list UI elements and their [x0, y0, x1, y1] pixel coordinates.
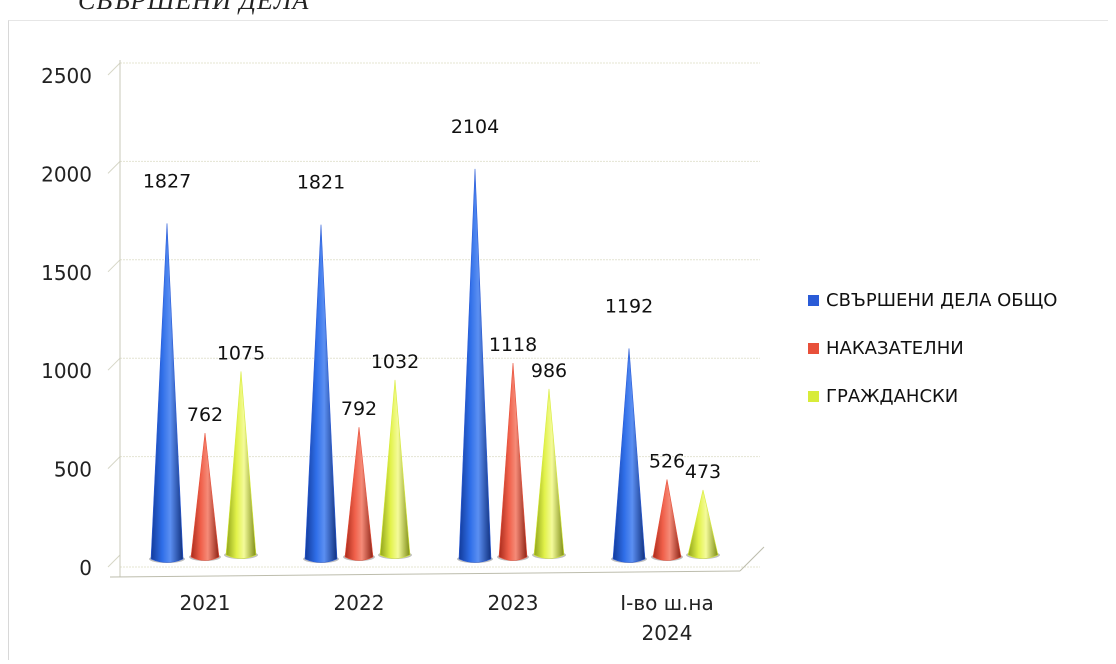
legend-label: НАКАЗАТЕЛНИ — [826, 337, 964, 359]
chart-caption: СВЪРШЕНИ ДЕЛА — [78, 0, 310, 15]
x-category-label: 2021 — [180, 591, 231, 615]
cone-civil — [379, 379, 411, 559]
legend-swatch — [808, 390, 819, 402]
data-label: 792 — [341, 398, 377, 420]
y-tick-label: 1500 — [41, 261, 92, 285]
y-tick-label: 2500 — [41, 64, 92, 88]
y-tick-mark — [107, 357, 121, 371]
legend: СВЪРШЕНИ ДЕЛА ОБЩО НАКАЗАТЕЛНИ ГРАЖДАНСКИ — [808, 276, 1057, 420]
y-tick-mark — [107, 161, 121, 174]
y-tick-label: 0 — [79, 556, 92, 580]
y-tick-mark — [107, 456, 121, 469]
cone-total — [304, 224, 338, 563]
data-label: 1821 — [297, 172, 345, 194]
cone-criminal — [344, 427, 374, 561]
data-label: 1032 — [371, 351, 419, 373]
data-label: 1118 — [489, 334, 537, 356]
y-tick-mark — [107, 554, 121, 568]
legend-swatch — [808, 342, 819, 354]
cone-civil — [687, 489, 719, 559]
legend-item: СВЪРШЕНИ ДЕЛА ОБЩО — [808, 276, 1057, 324]
x-category-label: I-во ш.на — [620, 591, 714, 615]
x-category-label: 2022 — [334, 591, 385, 615]
floor-edge — [739, 546, 765, 572]
data-label: 762 — [187, 404, 223, 426]
legend-label: ГРАЖДАНСКИ — [826, 385, 959, 407]
y-tick-label: 500 — [54, 458, 92, 482]
x-category-label: 2023 — [488, 591, 539, 615]
data-label: 526 — [649, 450, 685, 472]
y-tick-mark — [107, 62, 121, 76]
y-tick-label: 2000 — [41, 162, 92, 186]
legend-label: СВЪРШЕНИ ДЕЛА ОБЩО — [826, 289, 1058, 311]
data-label: 473 — [685, 461, 721, 483]
cone-criminal — [652, 479, 682, 561]
data-label: 1075 — [217, 342, 265, 364]
data-label: 1827 — [143, 170, 191, 192]
legend-item: ГРАЖДАНСКИ — [808, 372, 1057, 420]
data-label: 2104 — [451, 116, 499, 138]
y-tick-label: 1000 — [41, 359, 92, 383]
cone-civil — [533, 388, 565, 559]
data-label: 986 — [531, 360, 567, 382]
cone-criminal — [498, 362, 528, 561]
y-tick-mark — [107, 259, 121, 273]
data-label: 1192 — [605, 295, 653, 317]
cone-total — [458, 168, 492, 563]
cone-criminal — [190, 433, 220, 561]
cone-total — [150, 223, 184, 563]
x-category-label: 2024 — [642, 621, 693, 645]
x-axis-line — [109, 570, 741, 578]
cone-civil — [225, 371, 257, 559]
legend-swatch — [808, 294, 819, 306]
chart-frame — [8, 20, 1108, 660]
cone-total — [612, 348, 646, 563]
legend-item: НАКАЗАТЕЛНИ — [808, 324, 1057, 372]
